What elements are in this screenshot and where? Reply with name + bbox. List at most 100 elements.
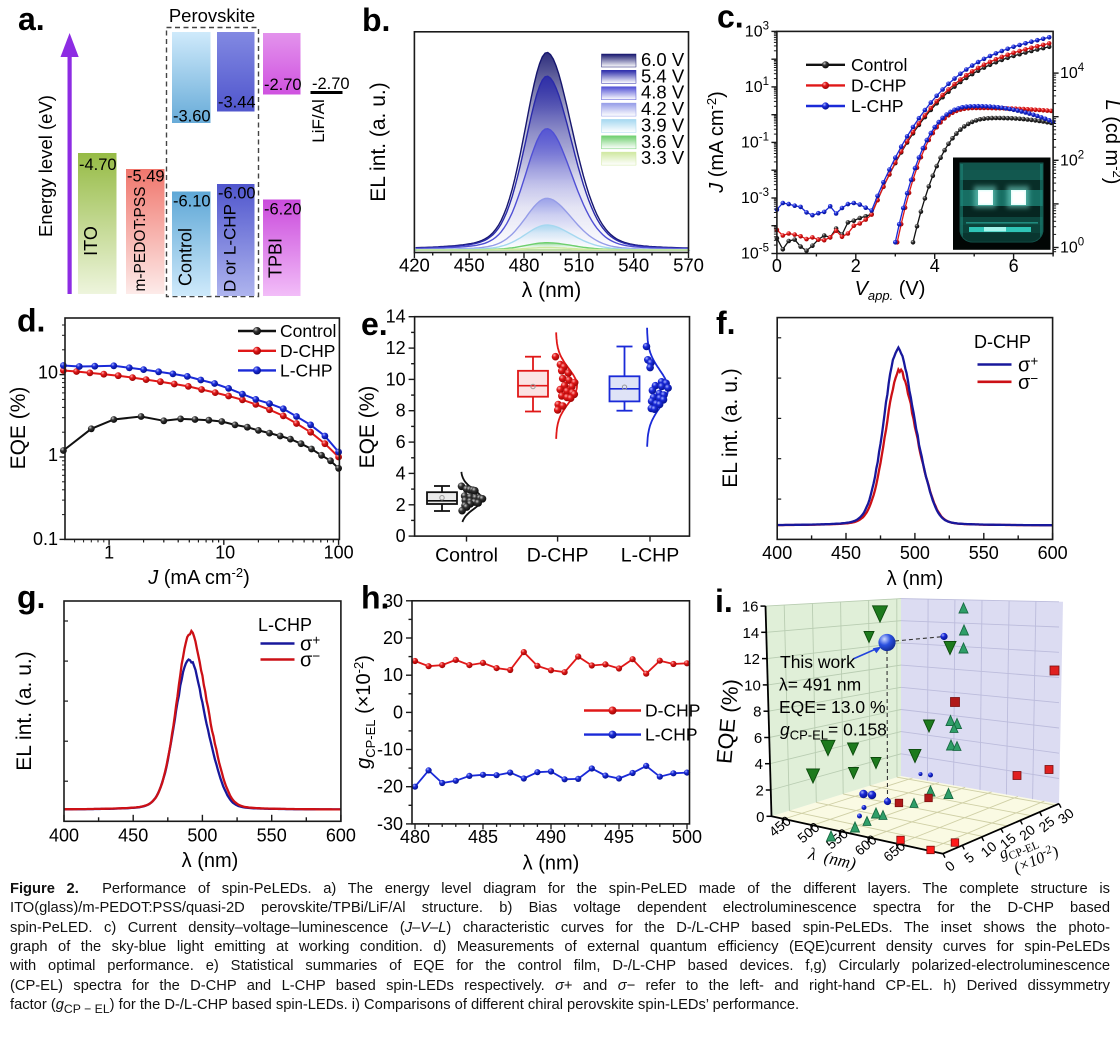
svg-text:0: 0	[393, 702, 403, 722]
svg-text:Control: Control	[280, 321, 336, 341]
svg-text:450: 450	[831, 543, 861, 563]
svg-text:σ−: σ−	[1018, 371, 1038, 394]
svg-text:L-CHP: L-CHP	[280, 360, 333, 380]
svg-text:450: 450	[118, 826, 148, 846]
svg-text:-6.20: -6.20	[264, 201, 302, 219]
svg-text:Control: Control	[435, 545, 498, 567]
svg-text:2: 2	[851, 256, 861, 276]
svg-text:500: 500	[900, 543, 930, 563]
svg-text:LiF/Al: LiF/Al	[309, 99, 328, 142]
svg-text:EQE (%): EQE (%)	[712, 678, 743, 765]
svg-text:480: 480	[400, 827, 430, 847]
svg-text:L-CHP: L-CHP	[851, 96, 904, 116]
svg-text:4: 4	[930, 256, 940, 276]
svg-text:Control: Control	[851, 55, 907, 75]
svg-text:400: 400	[762, 543, 792, 563]
svg-text:a.: a.	[18, 1, 45, 37]
svg-text:570: 570	[673, 255, 704, 276]
svg-text:gCP-EL (×10-2): gCP-EL (×10-2)	[351, 655, 378, 769]
svg-text:λ (nm): λ (nm)	[523, 853, 580, 875]
svg-text:L (cd m-2): L (cd m-2)	[1101, 100, 1120, 185]
svg-text:-20: -20	[377, 777, 403, 797]
svg-text:D or L-CHP: D or L-CHP	[221, 204, 240, 292]
svg-text:L-CHP: L-CHP	[621, 545, 680, 567]
svg-text:λ (nm): λ (nm)	[182, 850, 239, 872]
svg-text:D-CHP: D-CHP	[851, 75, 906, 95]
svg-text:λ= 491 nm: λ= 491 nm	[779, 675, 861, 695]
svg-text:10: 10	[744, 677, 761, 694]
svg-text:8: 8	[753, 704, 761, 721]
svg-text:495: 495	[604, 827, 634, 847]
svg-text:104: 104	[1060, 62, 1085, 82]
svg-text:-3.44: -3.44	[218, 94, 256, 112]
svg-text:i.: i.	[715, 583, 733, 619]
svg-text:1: 1	[104, 543, 114, 563]
svg-text:10: 10	[38, 363, 58, 383]
svg-text:30: 30	[1055, 805, 1077, 827]
svg-text:Vapp. (V): Vapp. (V)	[855, 278, 926, 303]
svg-text:λ (nm): λ (nm)	[806, 844, 858, 874]
svg-text:EQE= 13.0 %: EQE= 13.0 %	[779, 697, 886, 717]
svg-text:485: 485	[468, 827, 498, 847]
svg-text:λ (nm): λ (nm)	[522, 279, 582, 302]
svg-text:420: 420	[399, 255, 430, 276]
svg-text:10: 10	[386, 369, 406, 389]
svg-text:L-CHP: L-CHP	[645, 725, 698, 745]
svg-text:Energy level (eV): Energy level (eV)	[35, 95, 56, 237]
svg-text:J (mA cm-2): J (mA cm-2)	[147, 565, 250, 589]
svg-text:4: 4	[755, 756, 763, 773]
svg-text:λ (nm): λ (nm)	[887, 568, 944, 590]
svg-text:600: 600	[326, 826, 356, 846]
svg-text:30: 30	[383, 591, 403, 611]
svg-text:10: 10	[383, 665, 403, 685]
svg-text:12: 12	[743, 651, 760, 668]
svg-text:0: 0	[772, 256, 782, 276]
svg-text:5: 5	[961, 849, 977, 866]
svg-text:12: 12	[386, 338, 406, 358]
svg-text:e.: e.	[361, 306, 388, 342]
svg-text:-4.70: -4.70	[79, 156, 117, 174]
svg-text:100: 100	[324, 543, 354, 563]
svg-text:10-1: 10-1	[741, 131, 769, 151]
svg-text:EQE (%): EQE (%)	[7, 387, 30, 470]
svg-text:6: 6	[396, 432, 406, 452]
svg-text:550: 550	[969, 543, 999, 563]
svg-text:10: 10	[215, 543, 235, 563]
svg-text:EL int. (a. u.): EL int. (a. u.)	[13, 651, 36, 770]
svg-text:6: 6	[754, 730, 762, 747]
svg-text:4: 4	[396, 463, 406, 483]
svg-text:14: 14	[386, 307, 406, 327]
svg-text:-10: -10	[377, 740, 403, 760]
svg-text:-6.10: -6.10	[173, 193, 211, 211]
svg-text:16: 16	[742, 599, 759, 616]
svg-text:g.: g.	[17, 579, 45, 615]
svg-text:-2.70: -2.70	[312, 75, 350, 93]
svg-text:0.1: 0.1	[33, 529, 58, 549]
svg-text:6: 6	[1009, 256, 1019, 276]
svg-text:101: 101	[745, 76, 769, 96]
svg-text:D-CHP: D-CHP	[974, 332, 1031, 352]
svg-text:103: 103	[745, 20, 769, 40]
svg-text:3.3 V: 3.3 V	[641, 147, 685, 168]
svg-text:L-CHP: L-CHP	[258, 615, 312, 635]
svg-text:TPBI: TPBI	[266, 238, 286, 278]
svg-text:m-PEDOT:PSS: m-PEDOT:PSS	[132, 186, 149, 291]
svg-text:0: 0	[942, 857, 958, 874]
svg-text:f.: f.	[716, 305, 736, 341]
svg-text:20: 20	[383, 628, 403, 648]
svg-text:c.: c.	[717, 0, 744, 35]
svg-text:0: 0	[396, 526, 406, 546]
svg-text:0: 0	[756, 809, 764, 826]
svg-text:Perovskite: Perovskite	[169, 5, 255, 26]
svg-text:100: 100	[1060, 237, 1084, 257]
svg-text:490: 490	[536, 827, 566, 847]
svg-text:400: 400	[49, 826, 79, 846]
svg-text:102: 102	[1060, 149, 1084, 169]
svg-text:2: 2	[755, 783, 763, 800]
svg-text:ITO: ITO	[81, 226, 101, 256]
svg-text:D-CHP: D-CHP	[280, 341, 335, 361]
svg-text:540: 540	[618, 255, 649, 276]
svg-text:25: 25	[1035, 813, 1057, 835]
svg-text:D-CHP: D-CHP	[645, 701, 700, 721]
svg-text:J (mA cm-2): J (mA cm-2)	[704, 91, 728, 194]
